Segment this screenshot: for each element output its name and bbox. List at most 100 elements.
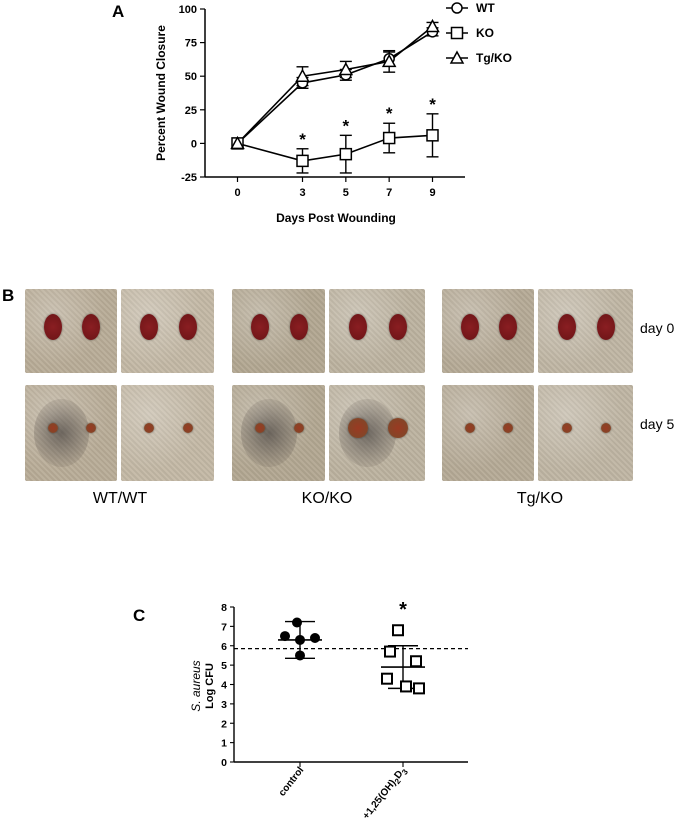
- point-tgko: [425, 18, 440, 33]
- point-ko: [339, 147, 353, 161]
- group-label-wtwt: WT/WT: [92, 490, 148, 507]
- wound-photo: [538, 289, 633, 373]
- wound: [348, 313, 367, 340]
- wound: [464, 423, 475, 434]
- wound: [82, 313, 101, 340]
- x-axis-label: Days Post Wounding: [276, 211, 396, 225]
- y-tick-label: 25: [185, 105, 197, 117]
- x-tick-label: 5: [343, 187, 349, 199]
- wound: [601, 423, 612, 434]
- wound-photo: [232, 289, 325, 373]
- legend-label-wt: WT: [476, 1, 495, 15]
- wound-photo: [121, 289, 214, 373]
- x-tick-label: 9: [429, 187, 435, 199]
- point-ko: [382, 131, 396, 145]
- data-point-control: [310, 633, 320, 643]
- y-tick-label: 50: [185, 71, 197, 83]
- y-axis-label: Percent Wound Closure: [154, 25, 168, 161]
- wound-photo: [232, 385, 325, 481]
- wound: [597, 313, 616, 340]
- data-point-treatment: [381, 672, 393, 685]
- legend-item-wt: WT: [446, 1, 495, 15]
- legend-label-tgko: Tg/KO: [476, 51, 512, 65]
- significance-star: *: [399, 599, 407, 621]
- wound: [250, 313, 269, 340]
- data-point-control: [292, 617, 302, 628]
- day5-label: day 5: [640, 416, 675, 432]
- category-label-control: control: [277, 765, 307, 799]
- legend: WT KO Tg/KO: [446, 1, 512, 65]
- y-tick-label: 3: [221, 699, 227, 711]
- x-tick-label: 3: [299, 187, 305, 199]
- wound: [43, 313, 62, 340]
- wound: [139, 313, 158, 340]
- day0-label: day 0: [640, 320, 675, 336]
- wound: [289, 313, 308, 340]
- wound: [460, 313, 479, 340]
- significance-star: *: [429, 95, 436, 114]
- series-line-wt: [236, 31, 433, 144]
- wound-photo: [25, 385, 117, 481]
- wound: [47, 423, 58, 434]
- cfu-scatter-chart: 0 1 2 3 4 5 6 7 8 S. aureus Log CFU control +1,2…: [189, 599, 468, 822]
- scab-patch: [241, 399, 298, 467]
- wound-photo: [25, 289, 117, 373]
- wound: [347, 418, 368, 439]
- panel-a-letter: A: [112, 2, 125, 21]
- wound-closure-line-chart: -25 0 25 50 75 100 0 3 5 7 9 * * * * Percent Wound Clo…: [154, 1, 512, 225]
- data-point-control: [295, 650, 305, 661]
- wound-photo: [442, 385, 534, 481]
- series-line-ko: [237, 134, 433, 162]
- wound: [389, 313, 408, 340]
- wound: [503, 423, 514, 434]
- scab-patch: [338, 399, 397, 467]
- wound: [561, 423, 572, 434]
- y-tick-label: 8: [221, 602, 227, 614]
- wound-photo: [329, 289, 425, 373]
- wound-photo: [538, 385, 633, 481]
- data-point-control: [295, 634, 305, 645]
- y-tick-label: 6: [221, 641, 227, 653]
- legend-item-tgko: Tg/KO: [446, 50, 512, 65]
- point-tgko: [230, 135, 245, 150]
- wound: [499, 313, 518, 340]
- point-tgko: [381, 53, 397, 68]
- x-tick-label: 0: [234, 187, 240, 199]
- y-axis-label-species: S. aureus: [189, 660, 203, 711]
- series-line-tgko: [236, 25, 434, 144]
- wound: [254, 423, 265, 434]
- y-tick-label: 75: [185, 38, 197, 50]
- panel-c-letter: C: [133, 606, 146, 625]
- significance-star: *: [299, 130, 306, 149]
- wound: [293, 423, 304, 434]
- y-axis-label-cfu: Log CFU: [204, 663, 216, 709]
- point-tgko: [338, 61, 354, 76]
- group-label-koko: KO/KO: [301, 490, 353, 507]
- y-tick-label: 2: [221, 718, 227, 730]
- point-tgko: [295, 68, 310, 82]
- y-tick-label: 0: [221, 757, 227, 769]
- significance-star: *: [343, 116, 350, 135]
- y-tick-label: 0: [191, 138, 197, 150]
- wound-photo: [121, 385, 214, 481]
- significance-star: *: [386, 104, 393, 123]
- y-tick-label: 4: [221, 680, 227, 692]
- data-point-treatment: [384, 645, 396, 658]
- y-tick-label: 5: [221, 660, 227, 672]
- y-tick-label: 1: [221, 738, 227, 750]
- scab-patch: [34, 399, 90, 467]
- wound: [388, 418, 409, 439]
- y-tick-label: -25: [181, 172, 197, 184]
- point-ko: [296, 154, 309, 168]
- wound: [557, 313, 576, 340]
- legend-label-ko: KO: [476, 26, 494, 40]
- data-point-treatment: [410, 655, 422, 668]
- wound: [143, 423, 154, 434]
- wound-photo: [442, 289, 534, 373]
- data-point-treatment: [413, 682, 425, 695]
- x-tick-label: 7: [386, 187, 392, 199]
- wound-photo: [329, 385, 425, 481]
- legend-item-ko: KO: [446, 26, 494, 40]
- data-point-treatment: [400, 680, 412, 693]
- y-tick-label: 7: [221, 621, 227, 633]
